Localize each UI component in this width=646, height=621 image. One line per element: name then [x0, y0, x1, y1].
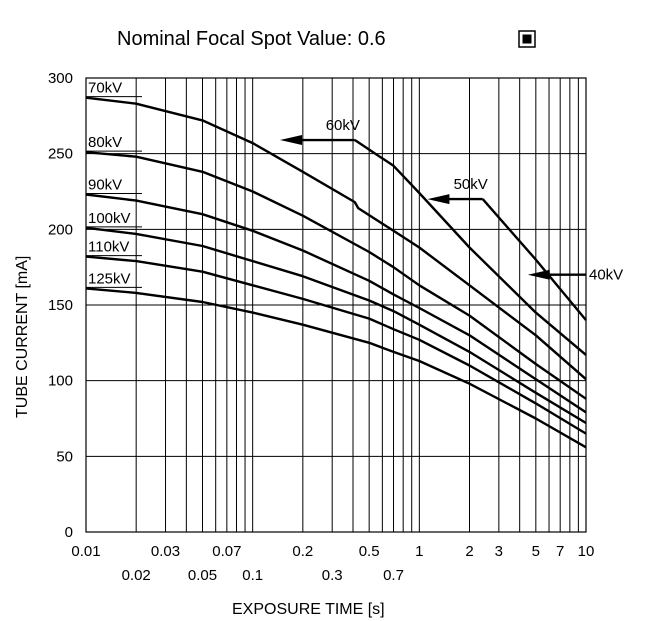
x-tick-label: 0.07: [212, 543, 241, 560]
x-tick-label: 1: [415, 543, 423, 560]
curve-labels: 70kV 80kV 90kV 100kV 110kV 125kV: [86, 80, 142, 288]
pointer-label-60kv: 60kV: [326, 117, 360, 134]
y-axis-label: TUBE CURRENT [mA]: [14, 256, 31, 418]
curve-125kv: [85, 287, 587, 449]
curve-50kv: [481, 198, 587, 321]
curve-100kv: [85, 226, 587, 425]
curve-70kv: [85, 96, 587, 381]
x-tick-label: 2: [465, 543, 473, 560]
y-tick-label: 300: [48, 70, 73, 87]
pointer-label-50kv: 50kV: [454, 176, 488, 193]
pointers: 60kV 50kV 40kV: [280, 117, 623, 284]
x-tick-label: 5: [532, 543, 540, 560]
x-tick-label: 0.05: [188, 567, 217, 584]
y-tick-label: 0: [65, 524, 73, 541]
y-axis-ticks: 0 50 100 150 200 250 300: [48, 70, 73, 541]
x-tick-label: 0.5: [359, 543, 380, 560]
chart-title: Nominal Focal Spot Value: 0.6: [117, 28, 386, 50]
curve-90kv: [85, 193, 587, 414]
x-tick-label: 0.7: [383, 567, 404, 584]
square-dot-icon: [518, 30, 536, 48]
y-tick-label: 250: [48, 146, 73, 163]
curves: [85, 96, 587, 449]
y-tick-label: 100: [48, 373, 73, 390]
x-axis-ticks: 0.01 0.03 0.07 0.2 0.5 1 2 3 5 7 10 0.02 0.05 0.1 0.3 0…: [71, 543, 594, 584]
curve-label-70kv: 70kV: [88, 80, 122, 97]
curve-label-125kv: 125kV: [88, 270, 131, 287]
x-tick-label: 3: [495, 543, 503, 560]
pointer-arrowhead: [527, 269, 550, 280]
x-tick-label: 0.1: [242, 567, 263, 584]
curve-label-100kv: 100kV: [88, 210, 131, 227]
x-tick-label: 0.01: [71, 543, 100, 560]
curve-80kv: [85, 151, 587, 400]
y-tick-label: 50: [56, 448, 73, 465]
pointer-label-40kv: 40kV: [589, 267, 623, 284]
grid: [85, 77, 587, 533]
curve-label-80kv: 80kV: [88, 134, 122, 151]
curve-label-90kv: 90kV: [88, 177, 122, 194]
curve-60kv: [354, 139, 587, 356]
x-tick-label: 7: [556, 543, 564, 560]
x-tick-label: 0.3: [322, 567, 343, 584]
curve-110kv: [85, 255, 587, 435]
pointer-arrowhead: [280, 135, 303, 146]
x-tick-label: 10: [578, 543, 595, 560]
x-tick-label: 0.02: [122, 567, 151, 584]
x-tick-label: 0.03: [151, 543, 180, 560]
pointer-arrowhead: [427, 194, 450, 205]
x-tick-label: 0.2: [292, 543, 313, 560]
curve-label-110kv: 110kV: [88, 239, 129, 256]
y-tick-label: 150: [48, 297, 73, 314]
y-tick-label: 200: [48, 221, 73, 238]
x-axis-label: EXPOSURE TIME [s]: [232, 601, 385, 618]
